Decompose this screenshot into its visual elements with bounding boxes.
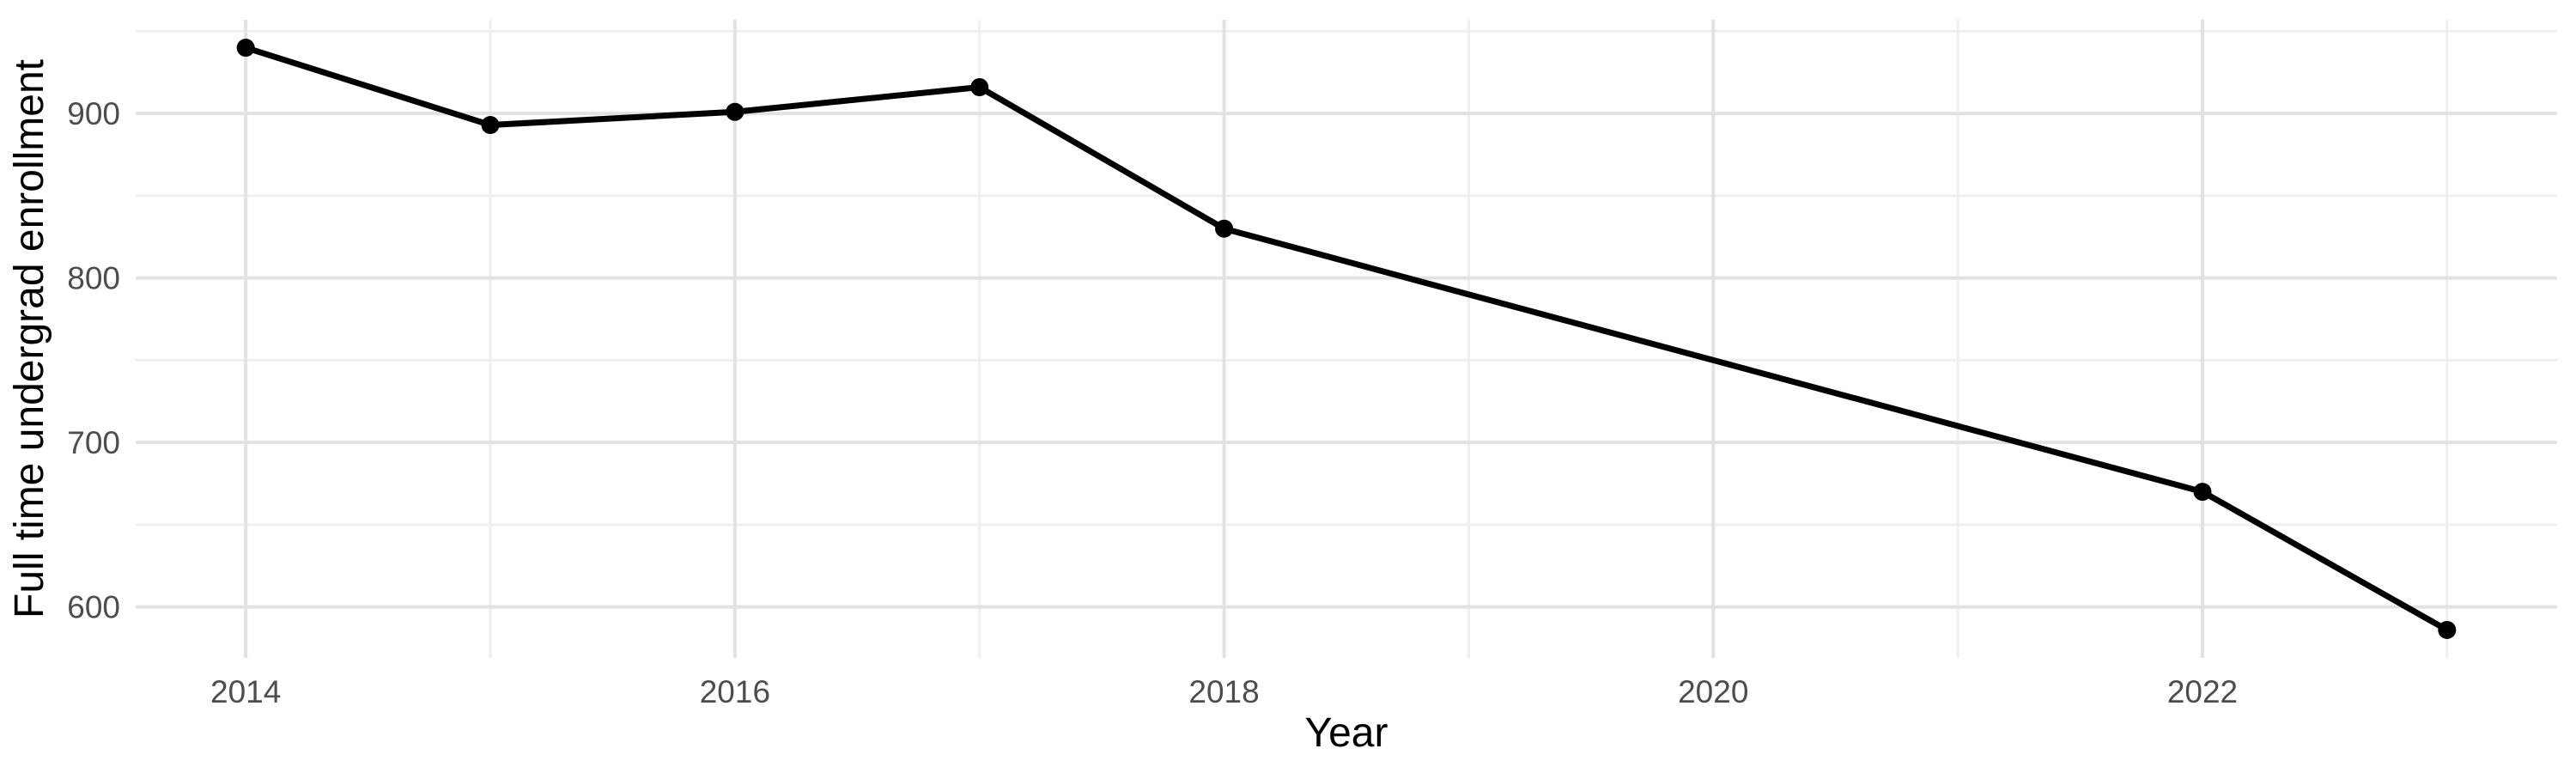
data-point: [481, 116, 500, 135]
data-point: [2438, 620, 2457, 639]
y-tick-labels: 600 700 800 900: [67, 96, 120, 624]
x-tick-label: 2020: [1678, 674, 1748, 709]
x-tick-label: 2014: [210, 674, 281, 709]
y-tick-label: 700: [67, 425, 120, 460]
data-point: [236, 39, 255, 58]
x-tick-label: 2016: [700, 674, 770, 709]
y-tick-label: 600: [67, 590, 120, 625]
data-point: [726, 102, 744, 121]
grid-minor-layer: [136, 20, 2557, 658]
enrollment-series-line: [245, 45, 2449, 633]
x-tick-labels: 2014 2016 2018 2020 2022: [210, 674, 2238, 709]
x-tick-label: 2022: [2167, 674, 2238, 709]
data-point: [1215, 219, 1234, 238]
x-axis-title: Year: [1305, 710, 1388, 756]
y-axis-title: Full time undergrad enrollment: [7, 59, 52, 618]
x-tick-label: 2018: [1188, 674, 1259, 709]
series-layer: [236, 39, 2457, 639]
data-point: [970, 78, 989, 97]
y-tick-label: 900: [67, 96, 120, 131]
data-point: [2193, 483, 2212, 502]
grid-major-layer: [136, 20, 2557, 658]
y-tick-label: 800: [67, 261, 120, 296]
